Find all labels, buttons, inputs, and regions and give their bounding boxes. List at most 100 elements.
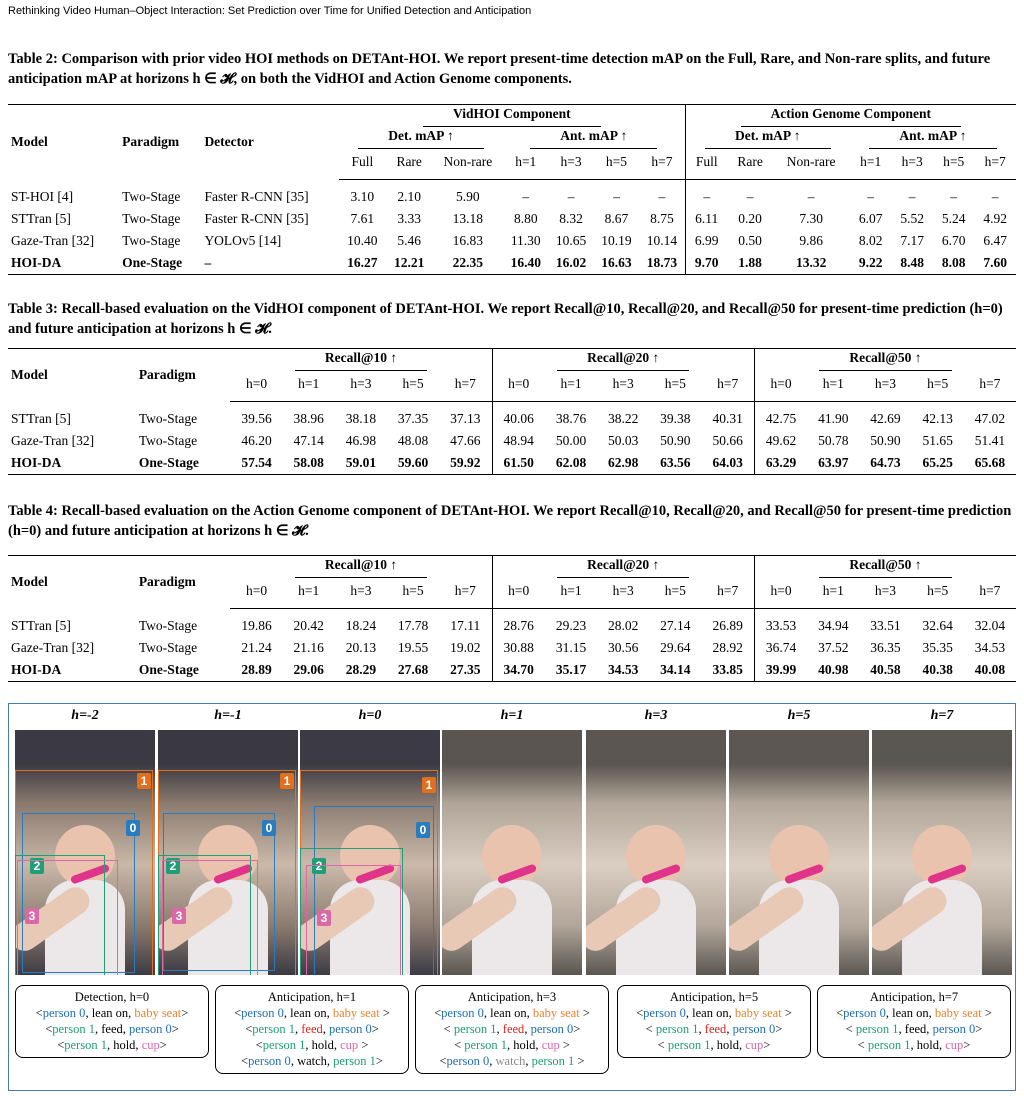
group-label: Recall@20 ↑ xyxy=(557,350,690,371)
triplet-panel: Anticipation, h=5 <person 0, lean on, bab… xyxy=(617,985,811,1058)
triplet-part: feed xyxy=(301,1022,323,1036)
cell: 27.14 xyxy=(660,618,691,633)
column-header: h=7 xyxy=(439,371,493,402)
triplet-part: , hold, xyxy=(106,1038,142,1052)
cell: – xyxy=(567,189,575,204)
column-header: h=5 xyxy=(911,371,964,402)
cell: 63.97 xyxy=(818,455,849,470)
row-label: – xyxy=(204,255,212,270)
column-header: Rare xyxy=(727,149,773,180)
cell: 34.70 xyxy=(491,659,545,682)
cell: 19.55 xyxy=(397,640,429,655)
triplet-part: , xyxy=(489,1054,496,1068)
cell: 34.53 xyxy=(974,640,1006,655)
column-header: h=3 xyxy=(548,149,594,180)
subgroup-header: Det. mAP ↑ xyxy=(684,127,850,149)
cell: 21.24 xyxy=(241,640,272,655)
cell: – xyxy=(950,189,958,204)
triplet-part: , feed, xyxy=(898,1022,933,1036)
row-label: ST-HOI [4] xyxy=(11,188,74,204)
cell: 7.61 xyxy=(350,211,375,226)
triplet: <person 1, feed, person 0> xyxy=(218,1021,406,1037)
cell: 50.90 xyxy=(660,433,691,448)
row-label: HOI-DA xyxy=(11,255,62,270)
subgroup-label: Ant. mAP ↑ xyxy=(530,128,658,149)
column-header: Full xyxy=(338,149,386,180)
column-header: Full xyxy=(684,149,728,180)
column-header: h=5 xyxy=(649,371,702,402)
video-frame: 1 0 2 3 xyxy=(15,730,155,975)
subgroup-label: Det. mAP ↑ xyxy=(704,128,831,149)
column-header: h=0 xyxy=(230,371,283,402)
group-header: Action Genome Component xyxy=(684,104,1016,127)
cell: 8.80 xyxy=(513,211,538,226)
panel-title: Detection, h=0 xyxy=(74,990,150,1004)
triplet-part: < xyxy=(439,1054,447,1068)
column-header: h=5 xyxy=(911,578,964,609)
cell: – xyxy=(867,189,875,204)
group-label: Action Genome Component xyxy=(740,106,962,127)
triplet-part: person 1 xyxy=(531,1054,575,1068)
cell: 27.35 xyxy=(450,662,481,677)
triplet-part: person 0 xyxy=(643,1006,686,1020)
cell: 16.63 xyxy=(601,255,632,270)
cell: 61.50 xyxy=(491,452,545,475)
column-header: h=3 xyxy=(597,371,650,402)
triplet-part: , watch, xyxy=(290,1054,334,1068)
cell: 47.66 xyxy=(450,433,481,448)
cell: 8.75 xyxy=(650,211,674,226)
table-row: Gaze-Tran [32] Two-Stage 46.20 47.14 46.98 48… xyxy=(8,430,1016,452)
triplet-part: < xyxy=(845,1022,856,1036)
frame-title: h=-2 xyxy=(71,708,99,723)
cell: 40.58 xyxy=(870,662,901,677)
cell: 5.24 xyxy=(941,211,966,226)
box-label: 3 xyxy=(317,910,331,926)
cell: 29.06 xyxy=(293,662,324,677)
triplet-part: person 1 xyxy=(252,1022,295,1036)
triplet-part: , xyxy=(525,1054,532,1068)
triplet-part: feed xyxy=(502,1022,525,1036)
column-header: h=0 xyxy=(753,578,808,609)
triplet-part: , hold, xyxy=(506,1038,542,1052)
cell: 7.17 xyxy=(900,233,924,248)
triplet-part: < xyxy=(245,1022,253,1036)
column-header: h=7 xyxy=(639,149,686,180)
column-header: h=3 xyxy=(334,371,387,402)
box-label: 0 xyxy=(126,820,140,836)
bounding-box xyxy=(22,813,135,973)
triplet-part: watch xyxy=(495,1054,526,1068)
box-label: 1 xyxy=(280,773,294,789)
triplet-part: > xyxy=(371,1022,379,1036)
cell: 33.85 xyxy=(712,662,743,677)
cell: 40.38 xyxy=(922,662,953,677)
cell: – xyxy=(746,189,754,204)
triplet-part: person 1 xyxy=(333,1054,376,1068)
panel-title: Anticipation, h=1 xyxy=(267,990,357,1004)
table-row: Gaze-Tran [32] Two-Stage YOLOv5 [14] 10.40 5… xyxy=(8,230,1016,252)
cell: 38.22 xyxy=(608,411,639,426)
video-frame: 1 0 2 3 xyxy=(300,730,440,975)
cell: 51.65 xyxy=(922,433,953,448)
cell: 42.69 xyxy=(870,411,901,426)
triplet: < person 1, hold, cup> xyxy=(620,1037,808,1053)
video-frame xyxy=(872,730,1012,975)
triplet-part: person 0 xyxy=(441,1006,484,1020)
triplet: <person 0, lean on, baby seat > xyxy=(418,1005,606,1021)
triplet-part: cup xyxy=(340,1038,359,1052)
triplet-part: > xyxy=(559,1038,570,1052)
row-label: Gaze-Tran [32] xyxy=(11,233,95,248)
triplet-part: > xyxy=(375,1054,383,1068)
cell: 4.92 xyxy=(983,211,1007,226)
cell: 0.20 xyxy=(738,211,762,226)
cell: 38.76 xyxy=(555,411,587,426)
bounding-box xyxy=(300,848,403,975)
row-label: STTran [5] xyxy=(11,617,71,633)
group-header: VidHOI Component xyxy=(339,105,685,128)
cell: 7.30 xyxy=(799,211,823,226)
subgroup-label: Ant. mAP ↑ xyxy=(869,128,997,149)
cell: 50.90 xyxy=(870,433,901,448)
cell: 42.75 xyxy=(753,401,808,430)
subgroup-header: Ant. mAP ↑ xyxy=(503,127,685,149)
triplet: < person 1, hold, cup > xyxy=(418,1037,606,1053)
row-label: HOI-DA xyxy=(11,662,62,677)
